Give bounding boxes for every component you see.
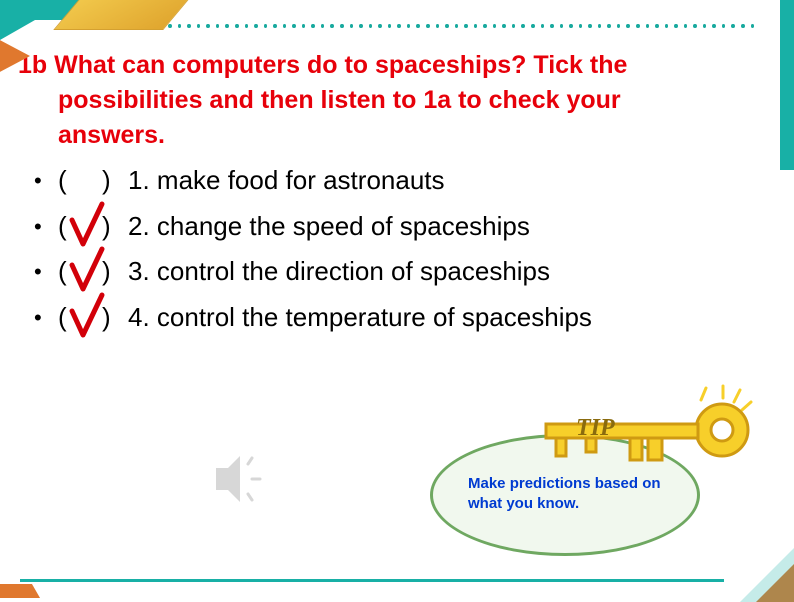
tip-label: TIP — [576, 415, 615, 441]
deco-top-left-triangle — [0, 0, 70, 40]
item-text: 2. change the speed of spaceships — [128, 204, 764, 250]
item-text: 3. control the direction of spaceships — [128, 249, 764, 295]
bullet-icon: • — [34, 158, 58, 201]
tip-callout: TIP Make predictions based on what you k… — [430, 380, 760, 560]
list-item: •()3. control the direction of spaceship… — [34, 249, 764, 295]
checkmark-icon — [68, 200, 106, 254]
tip-text: Make predictions based on what you know. — [468, 474, 678, 515]
deco-bottom-line — [20, 579, 724, 582]
item-text: 1. make food for astronauts — [128, 158, 764, 204]
deco-teal-right-bar — [780, 0, 794, 170]
list-item: •()1. make food for astronauts — [34, 158, 764, 204]
bullet-icon: • — [34, 295, 58, 338]
heading-line2: possibilities and then listen to 1a to c… — [18, 83, 764, 118]
bullet-icon: • — [34, 249, 58, 292]
key-icon: TIP — [538, 380, 763, 480]
audio-play-icon[interactable] — [200, 444, 270, 514]
item-text: 4. control the temperature of spaceships — [128, 295, 764, 341]
list-item: •()2. change the speed of spaceships — [34, 204, 764, 250]
deco-orange-bottom-right — [740, 546, 794, 602]
heading-line3: answers. — [18, 118, 764, 153]
exercise-heading: 1b What can computers do to spaceships? … — [18, 48, 764, 153]
checkmark-icon — [68, 291, 106, 345]
checkmark-icon — [68, 245, 106, 299]
bullet-icon: • — [34, 204, 58, 247]
list-item: •()4. control the temperature of spacesh… — [34, 295, 764, 341]
deco-orange-left-triangle — [0, 38, 30, 74]
heading-line1: What can computers do to spaceships? Tic… — [54, 51, 627, 79]
deco-dotted-line — [130, 24, 754, 28]
options-list: •()1. make food for astronauts•()2. chan… — [34, 158, 764, 340]
